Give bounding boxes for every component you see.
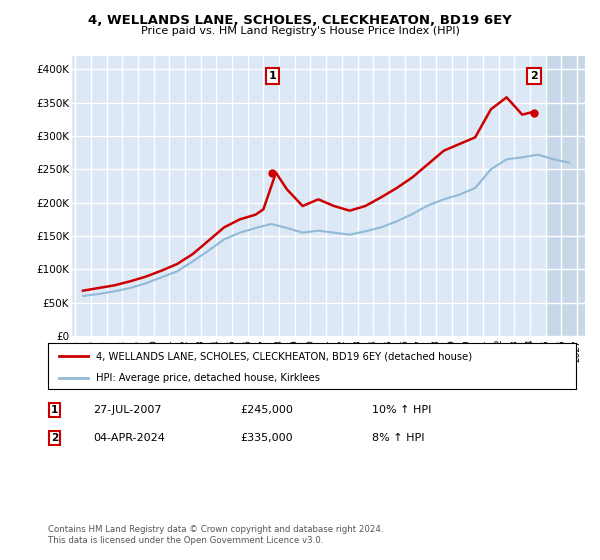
Text: Contains HM Land Registry data © Crown copyright and database right 2024.
This d: Contains HM Land Registry data © Crown c… [48,525,383,545]
Text: 27-JUL-2007: 27-JUL-2007 [93,405,161,415]
Text: HPI: Average price, detached house, Kirklees: HPI: Average price, detached house, Kirk… [95,373,320,382]
Text: £245,000: £245,000 [240,405,293,415]
Text: 4, WELLANDS LANE, SCHOLES, CLECKHEATON, BD19 6EY: 4, WELLANDS LANE, SCHOLES, CLECKHEATON, … [88,14,512,27]
Bar [546,56,585,336]
Text: 1: 1 [51,405,58,415]
Text: 04-APR-2024: 04-APR-2024 [93,433,165,443]
Text: £335,000: £335,000 [240,433,293,443]
Text: 8% ↑ HPI: 8% ↑ HPI [372,433,425,443]
Text: Price paid vs. HM Land Registry's House Price Index (HPI): Price paid vs. HM Land Registry's House … [140,26,460,36]
Text: 2: 2 [530,71,538,81]
Text: 2: 2 [51,433,58,443]
Text: 1: 1 [269,71,277,81]
Text: 4, WELLANDS LANE, SCHOLES, CLECKHEATON, BD19 6EY (detached house): 4, WELLANDS LANE, SCHOLES, CLECKHEATON, … [95,351,472,361]
Text: 10% ↑ HPI: 10% ↑ HPI [372,405,431,415]
